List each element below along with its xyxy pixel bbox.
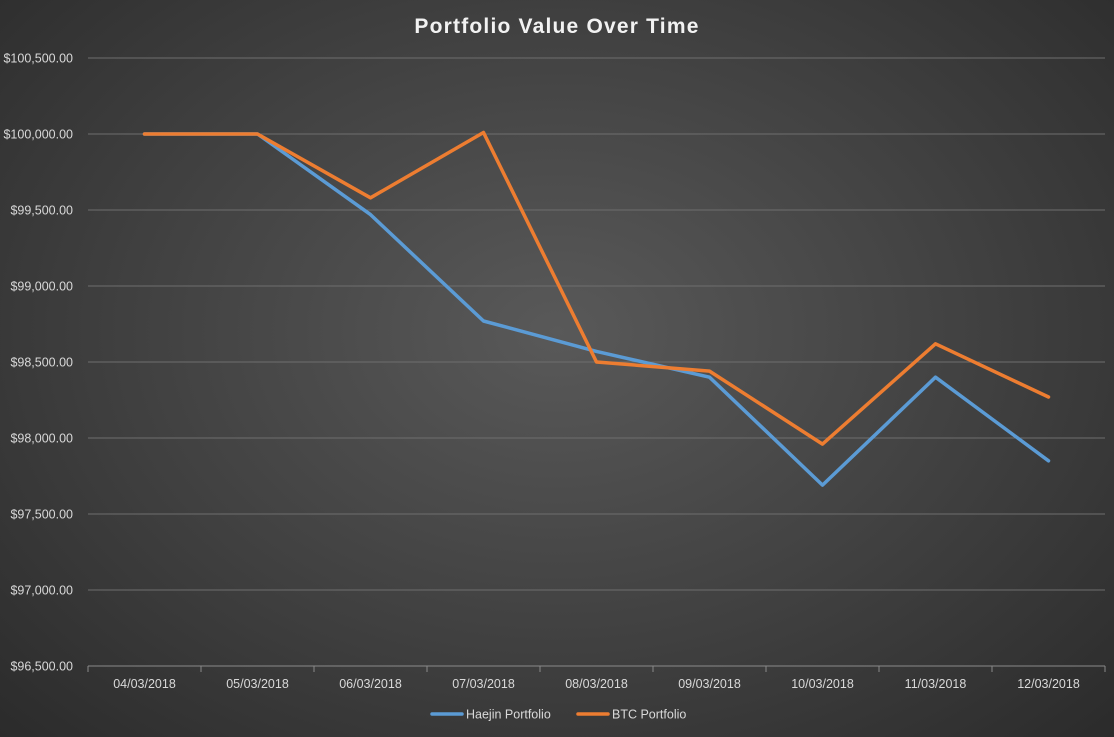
- x-tick-label: 07/03/2018: [452, 677, 515, 691]
- y-tick-label: $96,500.00: [10, 660, 73, 674]
- y-tick-label: $100,500.00: [3, 52, 73, 66]
- series-lines: [142, 130, 1051, 487]
- y-tick-label: $99,500.00: [10, 204, 73, 218]
- y-tick-label: $99,000.00: [10, 280, 73, 294]
- x-tick-label: 12/03/2018: [1017, 677, 1080, 691]
- y-tick-label: $97,500.00: [10, 508, 73, 522]
- x-axis: 04/03/2018 05/03/2018 06/03/2018 07/03/2018…: [87, 665, 1106, 691]
- y-axis: $96,500.00 $97,000.00 $97,500.00 $98,000.00…: [3, 52, 73, 674]
- x-tick-label: 09/03/2018: [678, 677, 741, 691]
- x-tick-label: 08/03/2018: [565, 677, 628, 691]
- x-tick-label: 06/03/2018: [339, 677, 402, 691]
- series-line-haejin: [142, 132, 1051, 487]
- legend: Haejin Portfolio BTC Portfolio: [430, 708, 686, 722]
- y-tick-label: $100,000.00: [3, 128, 73, 142]
- x-tick-label: 10/03/2018: [791, 677, 854, 691]
- x-tick-label: 04/03/2018: [113, 677, 176, 691]
- legend-label: BTC Portfolio: [612, 708, 686, 722]
- y-tick-label: $98,500.00: [10, 356, 73, 370]
- y-tick-label: $98,000.00: [10, 432, 73, 446]
- x-tick-label: 05/03/2018: [226, 677, 289, 691]
- chart-title: Portfolio Value Over Time: [414, 15, 699, 38]
- series-line-btc: [142, 130, 1051, 446]
- y-tick-label: $97,000.00: [10, 584, 73, 598]
- gridlines: [88, 57, 1105, 591]
- legend-label: Haejin Portfolio: [466, 708, 551, 722]
- x-tick-label: 11/03/2018: [905, 677, 967, 691]
